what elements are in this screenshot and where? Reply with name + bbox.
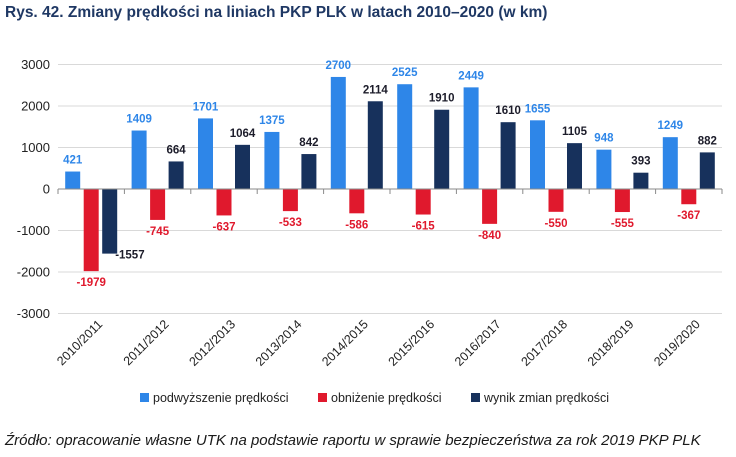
decrease-bar [614,189,630,213]
legend-label: obniżenie prędkości [331,391,442,405]
net-change-value-label: 842 [299,137,318,149]
net-change-bar [102,189,118,254]
decrease-value-label: -615 [412,221,436,233]
decrease-bar [216,189,232,216]
decrease-value-label: -745 [146,226,170,238]
increase-value-label: 948 [594,133,614,145]
net-change-value-label: 2114 [363,84,389,96]
x-tick-label: 2010/2011 [54,317,105,368]
net-change-bar [500,122,516,189]
net-change-value-label: 1610 [495,105,521,117]
net-change-bar [168,161,184,189]
increase-bar [463,87,479,189]
net-change-value-label: -1557 [115,250,144,262]
increase-value-label: 421 [63,155,83,167]
decrease-bar [415,189,431,215]
increase-value-label: 1249 [658,120,684,132]
decrease-value-label: -637 [212,221,235,233]
increase-bar [65,171,81,189]
increase-bar [131,130,147,189]
net-change-bar [434,109,450,189]
x-tick-label: 2016/2017 [452,317,504,369]
x-tick-label: 2014/2015 [319,317,371,369]
increase-value-label: 1409 [126,114,152,126]
increase-value-label: 2700 [326,60,352,72]
increase-value-label: 2525 [392,67,418,79]
net-change-bar [633,172,649,189]
decrease-bar [282,189,298,212]
x-tick-label: 2015/2016 [386,317,438,369]
increase-bar [530,120,545,189]
decrease-bar [681,189,697,205]
decrease-bar [349,189,365,214]
y-tick-label: -2000 [17,265,50,280]
net-change-value-label: 1105 [562,126,588,138]
y-tick-label: 2000 [21,99,50,114]
legend-label: wynik zmian prędkości [483,391,609,405]
net-change-bar [367,101,383,189]
decrease-value-label: -1979 [76,277,105,289]
decrease-bar [482,189,498,224]
decrease-value-label: -586 [345,219,368,231]
increase-bar [198,118,213,189]
y-tick-label: -1000 [17,223,50,238]
chart-title: Rys. 42. Zmiany prędkości na liniach PKP… [5,4,548,21]
decrease-value-label: -533 [279,217,302,229]
net-change-value-label: 1910 [429,93,455,105]
increase-value-label: 2449 [458,70,484,82]
decrease-bar [83,189,99,272]
y-tick-label: -3000 [17,306,50,321]
net-change-bar [567,143,582,189]
legend-swatch [318,393,327,402]
increase-value-label: 1375 [259,115,285,127]
decrease-value-label: -555 [611,218,635,230]
net-change-bar [699,152,715,189]
x-tick-label: 2018/2019 [585,317,637,369]
net-change-value-label: 664 [167,144,187,156]
net-change-value-label: 1064 [230,128,256,140]
decrease-value-label: -367 [677,210,700,222]
decrease-value-label: -550 [544,218,567,230]
increase-bar [397,84,413,189]
legend-swatch [471,393,480,402]
increase-bar [596,149,612,189]
increase-bar [264,131,280,189]
increase-value-label: 1655 [525,103,551,115]
decrease-value-label: -840 [478,230,501,242]
x-tick-label: 2011/2012 [121,317,172,368]
x-tick-label: 2017/2018 [518,317,570,369]
net-change-bar [301,154,317,189]
y-tick-label: 1000 [21,140,50,155]
increase-bar [330,76,346,189]
net-change-value-label: 882 [698,135,717,147]
increase-bar [662,137,678,189]
y-tick-label: 3000 [21,57,50,72]
x-tick-label: 2019/2020 [651,317,703,369]
x-tick-label: 2012/2013 [186,317,238,369]
source-note: Źródło: opracowanie własne UTK na podsta… [5,432,701,449]
legend-swatch [140,393,149,402]
decrease-bar [548,189,564,212]
increase-value-label: 1701 [193,101,219,113]
x-tick-label: 2013/2014 [253,317,305,369]
net-change-value-label: 393 [631,156,650,168]
net-change-bar [235,144,250,189]
decrease-bar [150,189,166,220]
y-tick-label: 0 [43,182,50,197]
legend-label: podwyższenie prędkości [153,391,289,405]
